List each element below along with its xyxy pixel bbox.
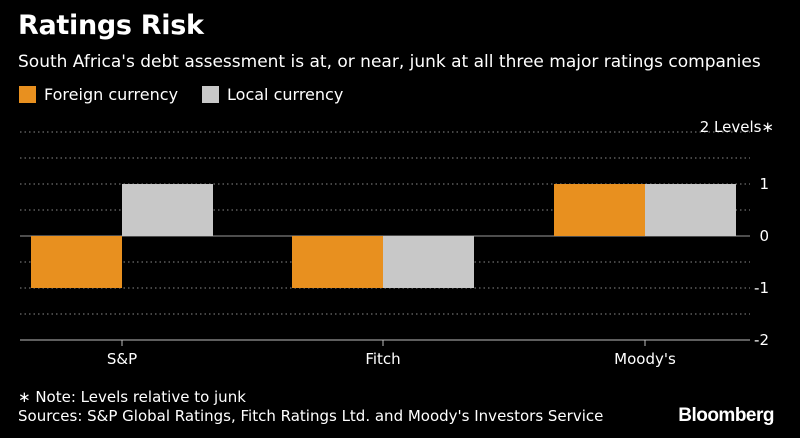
sources-text: Sources: S&P Global Ratings, Fitch Ratin… bbox=[18, 407, 604, 425]
y-tick-label: -2 bbox=[754, 331, 769, 349]
x-tick-label: Moody's bbox=[614, 350, 676, 368]
legend-label-foreign: Foreign currency bbox=[44, 85, 179, 104]
legend-swatch-foreign bbox=[19, 86, 36, 103]
bar-local-2 bbox=[645, 184, 736, 236]
bar-foreign-2 bbox=[554, 184, 645, 236]
y-tick-label: 0 bbox=[759, 227, 769, 245]
y-axis-label: 2 Levels∗ bbox=[700, 118, 774, 136]
footnote: ∗ Note: Levels relative to junk bbox=[18, 388, 246, 406]
chart-subtitle: South Africa's debt assessment is at, or… bbox=[18, 52, 761, 72]
legend-label-local: Local currency bbox=[227, 85, 344, 104]
bar-foreign-1 bbox=[292, 236, 383, 288]
bloomberg-logo: Bloomberg bbox=[678, 405, 774, 426]
chart-title: Ratings Risk bbox=[18, 10, 204, 41]
y-tick-label: -1 bbox=[754, 279, 769, 297]
x-tick-label: S&P bbox=[107, 350, 137, 368]
legend-item-foreign: Foreign currency bbox=[19, 85, 178, 104]
bar-local-1 bbox=[383, 236, 474, 288]
legend-item-local: Local currency bbox=[202, 85, 343, 104]
bar-local-0 bbox=[122, 184, 213, 236]
legend: Foreign currency Local currency bbox=[19, 85, 367, 104]
y-tick-label: 1 bbox=[759, 175, 769, 193]
legend-swatch-local bbox=[202, 86, 220, 103]
x-tick-label: Fitch bbox=[365, 350, 400, 368]
bar-foreign-0 bbox=[31, 236, 122, 288]
